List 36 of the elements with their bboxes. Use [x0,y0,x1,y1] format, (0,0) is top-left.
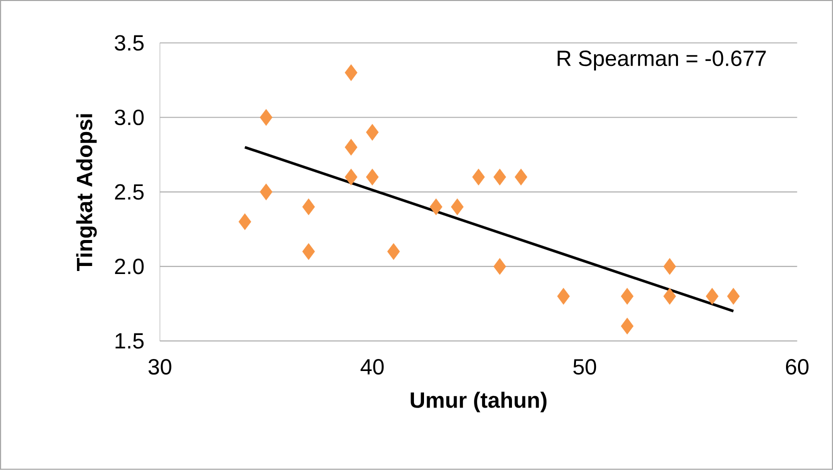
point [663,288,676,305]
point [344,64,358,82]
point [663,258,676,275]
point [727,288,740,305]
point [302,243,315,260]
x-tick-label: 60 [786,359,808,375]
point [260,109,272,126]
point [344,168,358,186]
y-tick-label: 2.0 [115,258,144,274]
point [344,138,358,156]
point [706,288,718,305]
point [451,198,464,216]
x-tick-label: 30 [148,359,172,375]
point [620,288,634,305]
x-axis-title: Umur (tahun) [410,392,546,412]
y-tick-label: 2.5 [115,184,144,200]
point [620,318,634,334]
point [493,168,506,186]
point [260,184,272,200]
y-tick-label: 1.5 [116,333,144,349]
point [557,288,570,305]
point [387,243,400,260]
x-tick-label: 40 [360,359,384,375]
point [238,214,252,230]
x-tick-label: 50 [573,359,596,375]
point [366,124,379,141]
point [430,198,442,216]
y-tick-label: 3.0 [114,110,144,126]
point [302,198,315,216]
annotation: R Spearman = -0.677 [558,50,766,71]
point [514,168,528,186]
y-tick-label: 3.5 [114,35,144,51]
point [366,168,379,186]
point [493,258,506,275]
y-axis-title: Tingkat Adopsi [76,114,97,271]
point [472,168,485,186]
